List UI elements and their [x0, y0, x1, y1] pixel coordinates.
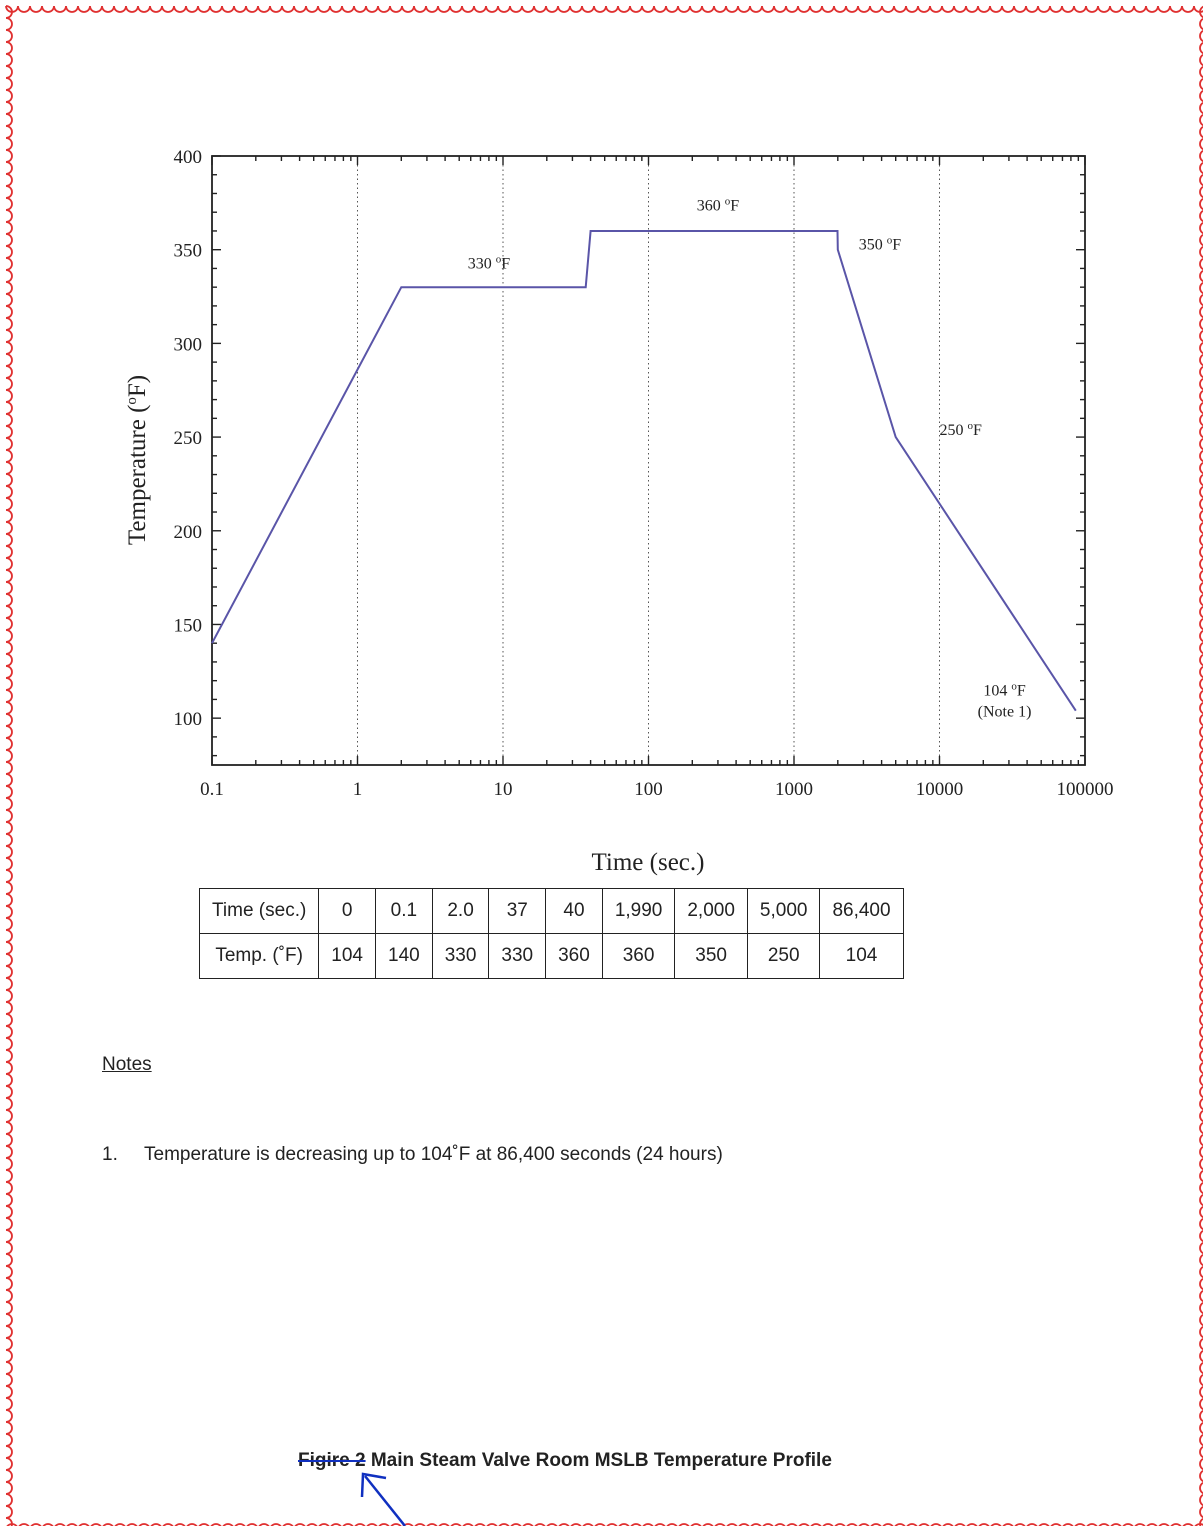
- table-cell: Time (sec.): [198, 888, 320, 934]
- table-cell: 360: [545, 933, 603, 979]
- y-tick-label: 250: [174, 428, 203, 449]
- table-cell: 2,000: [674, 888, 748, 934]
- annotation-label: 104 oF: [983, 681, 1026, 700]
- figure-caption: Figire 2 Main Steam Valve Room MSLB Temp…: [298, 1450, 832, 1472]
- table-cell: 360: [601, 933, 676, 979]
- x-tick-label: 100000: [1057, 779, 1114, 800]
- table-cell: 0.1: [375, 888, 433, 934]
- y-tick-label: 200: [174, 522, 203, 543]
- annotation-label: (Note 1): [978, 703, 1032, 720]
- note-item: 1. Temperature is decreasing up to 104˚F …: [102, 1144, 723, 1166]
- table-cell: 2.0: [431, 888, 490, 934]
- x-tick-label: 0.1: [200, 779, 224, 800]
- table-cell: 104: [318, 933, 376, 979]
- series-line: [211, 230, 1077, 712]
- x-tick-label: 10000: [916, 779, 964, 800]
- x-tick-label: 10: [494, 779, 513, 800]
- table-cell: 1,990: [601, 888, 676, 934]
- table-cell: 330: [488, 933, 547, 979]
- caption-text: Main Steam Valve Room MSLB Temperature P…: [365, 1450, 832, 1471]
- annotation-label: 330 oF: [468, 253, 511, 272]
- table-cell: 86,400: [819, 888, 904, 934]
- axis-ticks: [211, 155, 1086, 765]
- table-cell: 40: [545, 888, 603, 934]
- table-cell: 350: [674, 933, 748, 979]
- note-number: 1.: [102, 1144, 118, 1165]
- annotation-label: 350 oF: [859, 235, 902, 254]
- table-cell: 0: [318, 888, 376, 934]
- x-tick-label: 1: [353, 779, 363, 800]
- struck-figure-number: Figire 2: [298, 1450, 366, 1471]
- tick-labels: 0.1 1 10 100 1000 10000 100000 100 150 200 250 300 3…: [174, 147, 1114, 800]
- annotation-label: 360 oF: [697, 195, 740, 214]
- grid-lines: [357, 156, 940, 765]
- table-cell: 37: [488, 888, 547, 934]
- table-cell: Temp. (˚F): [198, 933, 320, 979]
- markup-arrow: [360, 1472, 406, 1526]
- table-cell: 250: [746, 933, 821, 979]
- notes-heading: Notes: [102, 1054, 152, 1075]
- table-row: Temp. (˚F) 104 140 330 330 360 360 350 2…: [198, 933, 904, 979]
- y-tick-label: 100: [174, 709, 203, 730]
- table-cell: 5,000: [746, 888, 821, 934]
- annotations: 330 oF 360 oF 350 oF 250 oF 104 oF (Note 1): [468, 195, 1032, 720]
- cloud-path: [5, 5, 1203, 1526]
- table-cell: 140: [375, 933, 433, 979]
- y-tick-label: 150: [174, 615, 203, 636]
- temperature-table: Time (sec.) 0 0.1 2.0 37 40 1,990 2,000 …: [198, 888, 904, 979]
- table-row: Time (sec.) 0 0.1 2.0 37 40 1,990 2,000 …: [198, 888, 904, 934]
- table-cell: 104: [819, 933, 904, 979]
- table-cell: 330: [431, 933, 490, 979]
- x-tick-label: 1000: [775, 779, 813, 800]
- y-tick-label: 350: [174, 241, 203, 262]
- y-tick-label: 300: [174, 334, 203, 355]
- note-text: Temperature is decreasing up to 104˚F at…: [144, 1144, 723, 1165]
- x-tick-label: 100: [634, 779, 663, 800]
- y-tick-label: 400: [174, 147, 203, 168]
- annotation-label: 250 oF: [940, 420, 983, 439]
- y-axis-label: Temperature (oF): [124, 375, 151, 545]
- data-series: [211, 230, 1077, 712]
- x-axis-label: Time (sec.): [592, 849, 705, 876]
